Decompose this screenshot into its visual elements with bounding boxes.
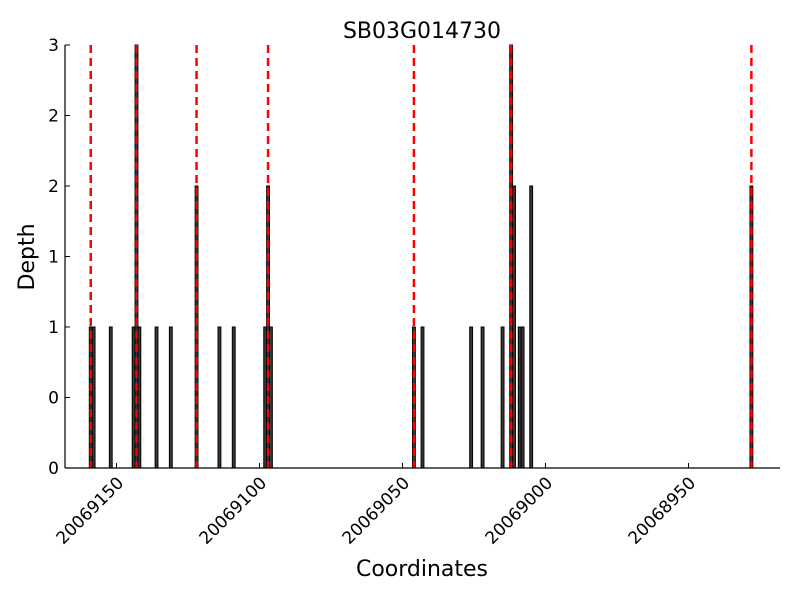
bar xyxy=(520,326,525,469)
bar xyxy=(469,326,474,469)
bar xyxy=(268,326,273,469)
x-tick-label: 20068950 xyxy=(625,473,700,548)
bar xyxy=(512,185,516,469)
x-tick-label: 20069100 xyxy=(196,473,271,548)
bar xyxy=(137,326,142,469)
bar xyxy=(231,326,236,469)
bar xyxy=(91,326,96,469)
x-tick-label: 20069000 xyxy=(482,473,557,548)
y-tick-label: 1 xyxy=(48,248,59,268)
chart-title: SB03G014730 xyxy=(343,19,501,44)
bar xyxy=(217,326,222,469)
y-tick-label: 2 xyxy=(48,107,59,127)
bar xyxy=(420,326,425,469)
x-axis-label: Coordinates xyxy=(356,557,488,582)
bar xyxy=(480,326,485,469)
x-tick-label: 20069150 xyxy=(53,473,128,548)
bar xyxy=(154,326,159,469)
bar xyxy=(529,185,534,469)
y-axis-label: Depth xyxy=(15,223,40,290)
y-tick-label: 1 xyxy=(48,318,59,338)
y-tick-label: 0 xyxy=(48,459,59,479)
y-tick-label: 3 xyxy=(48,36,59,56)
y-tick-label: 2 xyxy=(48,177,59,197)
y-tick-label: 0 xyxy=(48,389,59,409)
x-tick-label: 20069050 xyxy=(339,473,414,548)
bar xyxy=(168,326,173,469)
bar xyxy=(500,326,505,469)
bar xyxy=(108,326,113,469)
